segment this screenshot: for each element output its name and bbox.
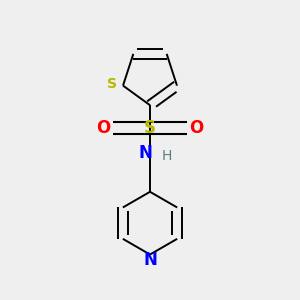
Text: N: N	[143, 251, 157, 269]
Text: N: N	[139, 144, 152, 162]
Text: S: S	[107, 77, 117, 91]
Text: O: O	[97, 118, 111, 136]
Text: H: H	[161, 149, 172, 163]
Text: O: O	[189, 118, 203, 136]
Text: S: S	[144, 118, 156, 136]
